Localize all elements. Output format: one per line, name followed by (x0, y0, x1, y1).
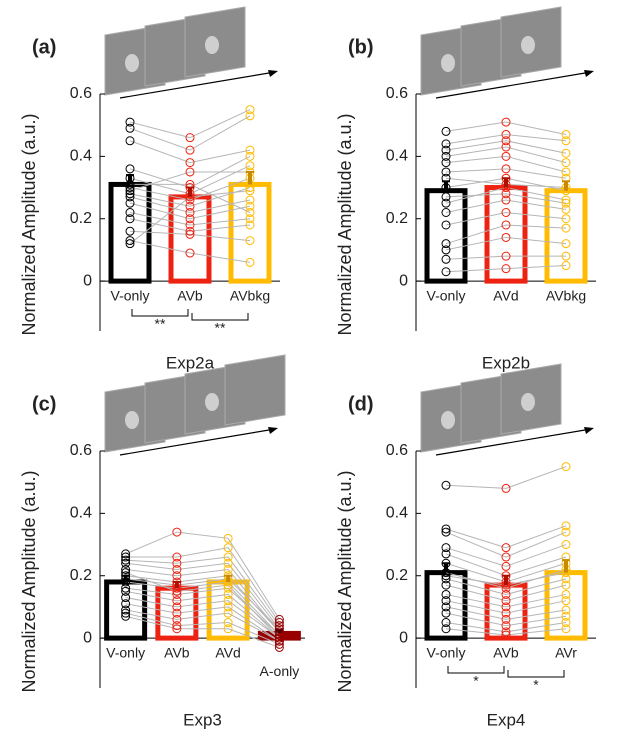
stimulus-disk (521, 393, 535, 411)
significance-label: ** (155, 316, 166, 332)
subject-line (446, 526, 566, 548)
subject-line (446, 122, 566, 134)
stimulus-disk (521, 36, 535, 54)
x-tick-label: AVb (177, 288, 203, 304)
stimulus-disk (441, 54, 455, 72)
panel-label: (d) (348, 393, 374, 415)
stimulus-illustration (421, 7, 594, 98)
y-axis-label: Normalized Amplitude (a.u.) (19, 470, 39, 692)
x-tick-label: AVb (493, 645, 519, 661)
time-arrow-head (584, 427, 594, 434)
y-tick-label: 0.4 (70, 505, 92, 522)
x-axis-label: Exp4 (487, 710, 526, 729)
time-arrow-head (584, 70, 594, 77)
x-axis-label: Exp2a (166, 353, 215, 372)
y-tick-label: 0.4 (386, 148, 408, 165)
x-tick-label: AVbkg (230, 288, 270, 304)
figure: (a) 0 0.2 0.4 0.6 Normalized Amplitude (a.u.)… (0, 0, 630, 735)
y-axis-label: Normalized Amplitude (a.u.) (19, 113, 39, 335)
y-tick-label: 0.6 (70, 85, 92, 102)
x-tick-label: AVbkg (546, 288, 586, 304)
panel-label: (c) (32, 393, 56, 415)
y-tick-label: 0.2 (386, 210, 408, 227)
y-tick-label: 0 (399, 272, 408, 289)
y-tick-label: 0.2 (70, 567, 92, 584)
significance-label: * (533, 677, 539, 693)
x-axis-label: Exp2b (482, 353, 530, 372)
x-tick-label: AVb (164, 645, 190, 661)
subject-line (446, 156, 566, 172)
stimulus-disk (125, 54, 139, 72)
x-tick-label: V-only (427, 288, 466, 304)
x-tick-label: A-only (260, 663, 300, 679)
time-arrow-head (268, 427, 278, 434)
y-tick-label: 0 (83, 629, 92, 646)
subject-line (126, 604, 280, 641)
panel-label: (a) (32, 36, 56, 58)
x-tick-label: AVr (555, 645, 577, 661)
y-tick-label: 0 (399, 629, 408, 646)
bar (487, 188, 525, 282)
x-axis-label: Exp3 (183, 710, 222, 729)
subject-line (446, 169, 566, 178)
y-tick-label: 0.4 (70, 148, 92, 165)
y-tick-label: 0 (83, 272, 92, 289)
x-tick-label: V-only (427, 645, 466, 661)
stimulus-frame (225, 355, 285, 425)
stimulus-disk (125, 411, 139, 429)
y-tick-label: 0.4 (386, 505, 408, 522)
subject-line (130, 141, 250, 163)
y-tick-label: 0.6 (70, 442, 92, 459)
y-tick-label: 0.2 (70, 210, 92, 227)
y-tick-label: 0.6 (386, 442, 408, 459)
subject-line (130, 116, 250, 150)
panel-label: (b) (348, 36, 374, 58)
stimulus-disk (205, 36, 219, 54)
stimulus-disk (205, 393, 219, 411)
subject-line (446, 135, 566, 144)
subject-line (446, 467, 566, 489)
stimulus-disk (441, 411, 455, 429)
y-axis-label: Normalized Amplitude (a.u.) (335, 470, 355, 692)
x-tick-label: AVd (493, 288, 518, 304)
significance-label: * (473, 673, 479, 689)
significance-label: ** (215, 320, 226, 336)
y-tick-label: 0.6 (386, 85, 408, 102)
y-axis-label: Normalized Amplitude (a.u.) (335, 113, 355, 335)
time-arrow-head (268, 70, 278, 77)
x-tick-label: V-only (111, 288, 150, 304)
stimulus-illustration (421, 364, 594, 455)
x-tick-label: V-only (106, 645, 145, 661)
stimulus-illustration (105, 7, 278, 98)
x-tick-label: AVd (215, 645, 240, 661)
y-tick-label: 0.2 (386, 567, 408, 584)
